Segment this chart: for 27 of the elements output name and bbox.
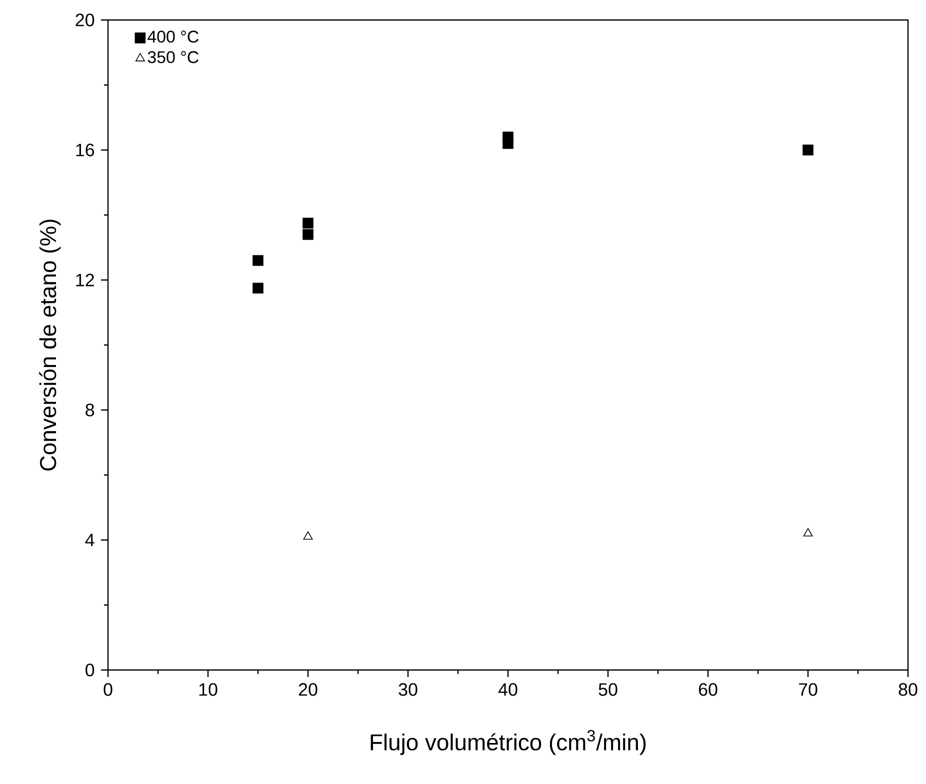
point [302,229,314,240]
point [502,138,514,149]
y-tick-label: 8 [86,404,94,416]
x-tick-label: 60 [698,683,718,696]
point [802,144,814,156]
x-tick-label: 10 [199,683,218,696]
y-tick-label: 20 [76,14,94,26]
x-axis-title: Flujo volumétrico (cm$^{3}$/min) [370,730,646,755]
y-tick-label: 12 [76,274,94,286]
x-tick-label: 20 [298,683,318,696]
x-tick-label: 50 [598,683,618,696]
point [803,528,813,536]
legend-label: 350 °C [148,51,198,64]
x-tick-label: 80 [898,683,918,696]
x-tick-label: 70 [798,683,818,696]
x-tick-label: 30 [398,683,418,696]
y-axis-title: Conversión de etano (%) [39,220,61,471]
y-tick-label: 0 [86,664,94,676]
point [302,218,314,229]
point [252,282,264,294]
point [252,255,264,266]
x-tick-label: 40 [498,683,518,696]
y-tick-label: 16 [76,144,94,156]
legend-label: 400 °C [148,30,198,43]
x-tick-label: 0 [104,683,112,696]
y-tick-label: 4 [85,534,94,546]
point [303,531,313,540]
